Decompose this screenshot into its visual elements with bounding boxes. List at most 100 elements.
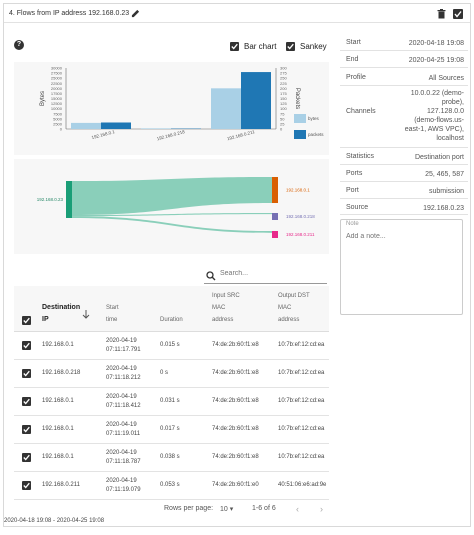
property-key: Port — [346, 187, 359, 194]
y2-tick-label: 150 — [280, 96, 287, 101]
bar-bytes[interactable] — [141, 128, 171, 129]
y-tick-label: 0 — [60, 127, 63, 132]
checkbox-checked-icon[interactable] — [453, 9, 463, 19]
sankey-source-label: 192.168.0.23 — [37, 197, 64, 202]
y-tick-label: 5000 — [53, 116, 63, 121]
y-axis-label: Bytes — [40, 91, 46, 106]
y-tick-label: 7500 — [53, 111, 63, 116]
property-value: All Sources — [428, 75, 464, 82]
cell-output-mac: 10:7b:ef:12:cd:ea — [278, 426, 325, 432]
note-box[interactable]: Note — [340, 219, 463, 315]
property-key: Ports — [346, 170, 363, 177]
property-key: Channels — [346, 108, 376, 115]
col-start-time[interactable]: Start time — [106, 305, 119, 323]
caret-down-icon: ▾ — [229, 506, 234, 513]
row-checkbox[interactable] — [22, 397, 31, 406]
sankey-target-node[interactable] — [272, 213, 278, 220]
page-range: 1-6 of 6 — [252, 505, 276, 512]
cell-destination-ip: 192.168.0.1 — [42, 342, 74, 348]
row-checkbox[interactable] — [22, 341, 31, 350]
cell-output-mac: 10:7b:ef:12:cd:ea — [278, 454, 325, 460]
property-key: Start — [346, 39, 361, 46]
row-checkbox[interactable] — [22, 369, 31, 378]
table-header: Destination IP Start time Duration Input… — [14, 286, 329, 332]
table-row[interactable]: 192.168.0.211 2020-04-19 07:11:19.079 0.… — [14, 472, 329, 500]
legend-label: bytes — [308, 116, 320, 121]
y-tick-label: 2500 — [53, 121, 63, 126]
next-page-icon[interactable]: › — [320, 504, 323, 514]
table-body: 192.168.0.1 2020-04-19 07:11:17.791 0.01… — [14, 332, 329, 500]
col-output-mac[interactable]: Output DST MAC address — [278, 293, 310, 323]
property-value: 25, 465, 587 — [425, 171, 464, 178]
sankey-target-node[interactable] — [272, 177, 278, 203]
cell-duration: 0.038 s — [160, 454, 180, 460]
cell-start-time: 2020-04-19 07:11:19.079 — [106, 478, 141, 493]
sankey-flow[interactable] — [72, 177, 272, 216]
y-tick-label: 30000 — [51, 66, 63, 71]
footer-range: 2020-04-18 19:08 - 2020-04-25 19:08 — [4, 518, 105, 524]
col-destination-ip[interactable]: Destination IP — [42, 304, 81, 323]
property-key: Statistics — [346, 153, 375, 160]
sort-arrow-down-icon[interactable] — [82, 309, 90, 319]
legend-swatch — [294, 114, 306, 123]
help-icon[interactable]: ? — [14, 40, 24, 50]
table-row[interactable]: 192.168.0.1 2020-04-19 07:11:19.011 0.01… — [14, 416, 329, 444]
y2-tick-label: 300 — [280, 66, 287, 71]
bar-chart: 30000 27500 25000 22500 20000 17500 15000 12500… — [14, 62, 329, 155]
cell-input-mac: 74:de:2b:60:f1:e0 — [212, 482, 259, 488]
sankey-flow[interactable] — [72, 216, 272, 233]
y2-tick-label: 100 — [280, 106, 287, 111]
pencil-icon[interactable] — [131, 9, 140, 18]
bar-bytes[interactable] — [211, 88, 241, 129]
cell-output-mac: 40:51:06:e6:ad:9e — [278, 482, 327, 488]
search-input[interactable] — [220, 270, 320, 277]
bar-bytes[interactable] — [71, 122, 101, 129]
sankey-flow[interactable] — [72, 213, 272, 217]
y-tick-label: 22500 — [51, 81, 63, 86]
row-checkbox[interactable] — [22, 453, 31, 462]
cell-input-mac: 74:de:2b:60:f1:e8 — [212, 454, 259, 460]
cell-input-mac: 74:de:2b:60:f1:e8 — [212, 398, 259, 404]
cell-destination-ip: 192.168.0.1 — [42, 426, 74, 432]
note-input[interactable] — [346, 233, 456, 303]
col-input-mac[interactable]: Input SRC MAC address — [212, 293, 240, 323]
sankey-toggle[interactable]: Sankey — [286, 42, 327, 51]
table-row[interactable]: 192.168.0.218 2020-04-19 07:11:18.212 0 … — [14, 360, 329, 388]
table-row[interactable]: 192.168.0.1 2020-04-19 07:11:18.412 0.03… — [14, 388, 329, 416]
x-tick-label: 192.168.0.1 — [91, 129, 116, 140]
row-checkbox[interactable] — [22, 425, 31, 434]
prev-page-icon[interactable]: ‹ — [296, 504, 299, 514]
col-duration[interactable]: Duration — [160, 317, 183, 323]
property-key: Source — [346, 204, 369, 211]
y2-tick-label: 275 — [280, 71, 287, 76]
bar-chart-toggle[interactable]: Bar chart — [230, 42, 276, 51]
cell-duration: 0.053 s — [160, 482, 180, 488]
bar-packets[interactable] — [241, 72, 271, 129]
select-all-checkbox[interactable] — [22, 316, 31, 325]
sankey-target-node[interactable] — [272, 231, 278, 238]
checkbox-checked-icon[interactable] — [230, 42, 239, 51]
table-row[interactable]: 192.168.0.1 2020-04-19 07:11:17.791 0.01… — [14, 332, 329, 360]
rows-per-page-select[interactable]: 10 ▾ — [220, 506, 234, 513]
cell-duration: 0 s — [160, 370, 169, 376]
property-value: 2020-04-25 19:08 — [408, 57, 464, 64]
checkbox-checked-icon[interactable] — [286, 42, 295, 51]
y2-tick-label: 50 — [280, 116, 285, 121]
search-icon — [206, 271, 216, 281]
row-checkbox[interactable] — [22, 481, 31, 490]
table-row[interactable]: 192.168.0.1 2020-04-19 07:11:18.787 0.03… — [14, 444, 329, 472]
property-value: Destination port — [414, 154, 464, 161]
x-tick-label: 192.168.0.211 — [226, 129, 255, 141]
cell-input-mac: 74:de:2b:60:f1:e8 — [212, 426, 259, 432]
cell-destination-ip: 192.168.0.211 — [42, 482, 80, 488]
cell-duration: 0.031 s — [160, 398, 180, 404]
bar-packets[interactable] — [101, 122, 131, 129]
cell-duration: 0.015 s — [160, 342, 180, 348]
y2-tick-label: 0 — [280, 127, 283, 132]
sankey-source-node[interactable] — [66, 181, 72, 218]
trash-icon[interactable] — [437, 9, 446, 19]
x-tick-label: 192.168.0.218 — [156, 129, 186, 141]
sankey-target-label: 192.168.0.218 — [286, 214, 315, 219]
sankey-svg: 192.168.0.23 192.168.0.1 192.168.0.218 192.… — [37, 177, 315, 238]
search-box[interactable] — [204, 268, 327, 284]
